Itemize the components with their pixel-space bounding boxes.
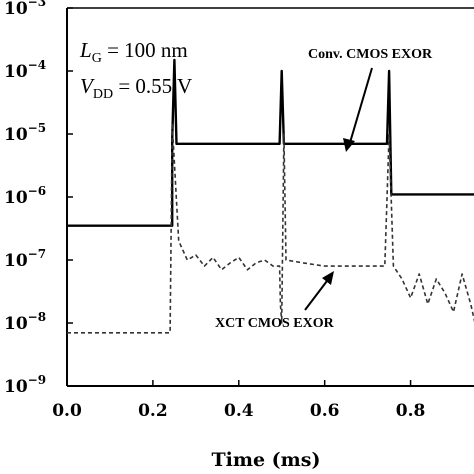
y-tick-label: 10−7 — [4, 247, 46, 271]
x-tick-label: 0.2 — [138, 401, 168, 421]
x-axis-title: Time (ms) — [212, 449, 321, 471]
y-tick-label: 10−4 — [4, 58, 46, 82]
y-tick-label: 10−3 — [4, 0, 46, 19]
x-tick-label: 0.8 — [396, 401, 426, 421]
y-tick-label: 10−8 — [4, 310, 46, 334]
series-label-xct: XCT CMOS EXOR — [215, 316, 335, 331]
y-tick-group: 10−3 10−4 10−5 10−6 10−7 10−8 10−9 — [4, 0, 73, 397]
arrow-xct-head — [322, 271, 334, 285]
y-tick-label: 10−5 — [4, 121, 46, 145]
x-tick-group: 0.0 0.2 0.4 0.6 0.8 — [52, 380, 425, 421]
series-line-xct — [67, 122, 474, 334]
arrow-conv-head — [343, 138, 355, 152]
series-label-conv: Conv. CMOS EXOR — [308, 47, 433, 62]
arrow-xct — [304, 276, 331, 311]
x-tick-label: 0.4 — [224, 401, 254, 421]
x-tick-label: 0.6 — [310, 401, 340, 421]
arrow-conv — [348, 67, 373, 147]
y-tick-label: 10−6 — [4, 184, 46, 208]
x-tick-label: 0.0 — [52, 401, 82, 421]
y-tick-label: 10−9 — [4, 373, 46, 397]
series-group — [67, 58, 474, 334]
annotation-gate-length: LG = 100 nm — [79, 38, 188, 66]
annotation-supply-voltage: VDD = 0.55 V — [80, 74, 192, 102]
